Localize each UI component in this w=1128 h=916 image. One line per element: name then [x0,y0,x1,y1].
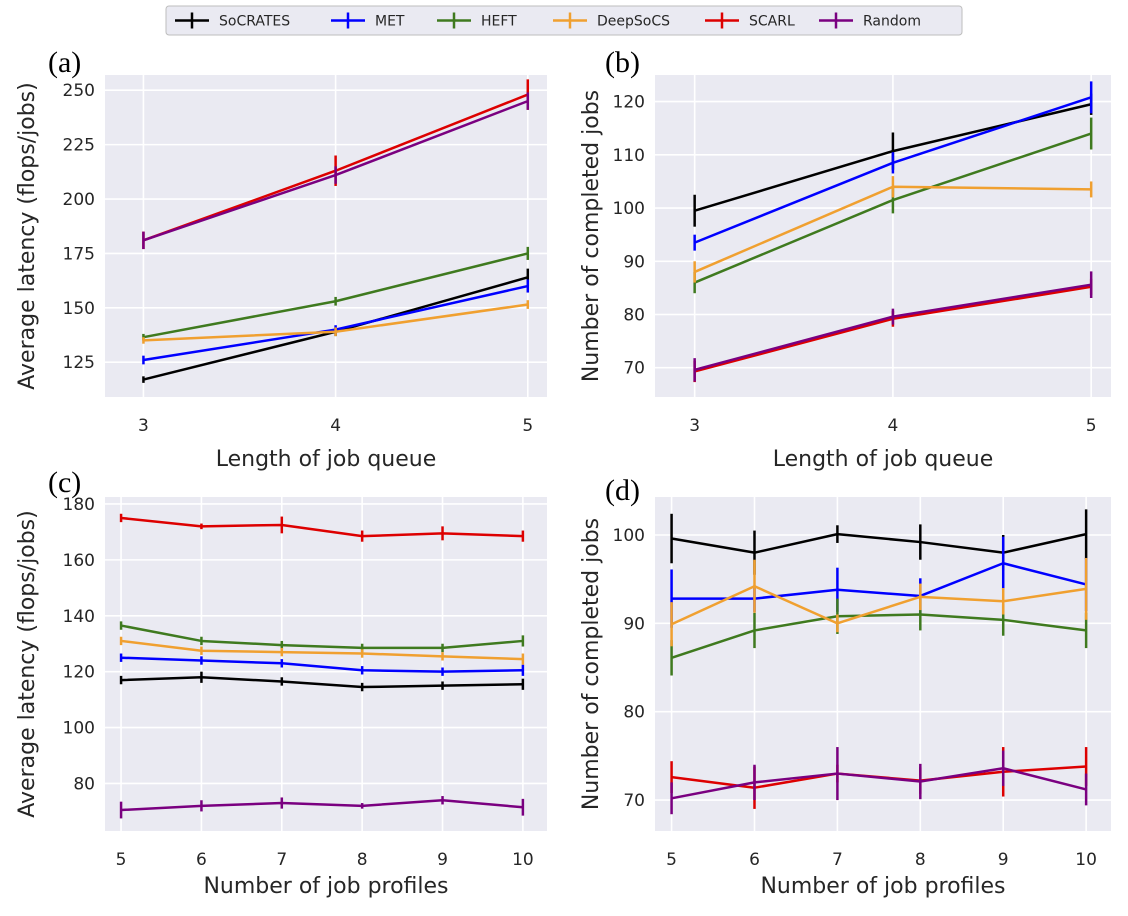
x-tick-label: 5 [1086,416,1097,436]
y-tick-label: 225 [63,136,95,156]
y-axis-label: Average latency (flops/jobs) [15,82,40,389]
y-tick-label: 175 [63,244,95,264]
panel-c: 80 100 120 140 160 180 5 6 7 8 9 10 Number of job pr… [15,466,547,899]
x-axis-label: Number of job profiles [203,874,448,899]
panel-letter: (d) [605,474,640,507]
x-tick-label: 5 [116,850,127,870]
series-random [693,271,1093,382]
series-scarl [119,513,525,542]
legend-entry: MET [331,12,405,30]
x-axis-label: Number of job profiles [760,874,1005,899]
x-tick-label: 4 [887,416,898,436]
y-tick-label: 100 [613,199,645,219]
y-tick-label: 80 [623,703,645,723]
y-axis-label: Number of completed jobs [579,90,604,382]
y-tick-label: 120 [63,663,95,683]
x-tick-label: 3 [138,416,149,436]
series-random [119,796,525,819]
x-tick-label: 5 [666,850,677,870]
series-random [670,747,1088,815]
series-deepsocs [693,176,1093,283]
x-tick-label: 9 [998,850,1009,870]
y-tick-label: 110 [613,146,645,166]
plot-area [655,75,1111,397]
series-deepsocs [142,300,530,344]
y-tick-label: 160 [63,551,95,571]
y-tick-label: 70 [623,791,645,811]
series-socrates [119,671,525,692]
plot-area [105,497,547,831]
series-line [671,767,1087,800]
series-line [121,799,523,812]
y-tick-label: 90 [623,614,645,634]
panel-a: 125 150 175 200 225 250 3 4 5 Length of job queue… [15,46,547,472]
x-tick-label: 8 [915,850,926,870]
x-tick-label: 3 [689,416,700,436]
y-tick-label: 70 [623,359,645,379]
series-line [671,562,1087,600]
series-line [120,516,523,538]
y-tick-label: 140 [63,607,95,627]
y-tick-label: 200 [63,190,95,210]
series-met [693,81,1093,251]
y-tick-label: 250 [63,81,95,101]
series-line [120,639,523,661]
y-tick-label: 125 [63,353,95,373]
series-heft [119,621,525,653]
legend-entry: SCARL [705,12,795,30]
series-deepsocs [119,636,525,665]
series-line [671,613,1087,660]
x-axis-label: Length of job queue [216,447,437,472]
legend-entry: SoCRATES [175,12,290,30]
plot-area [105,75,547,397]
x-tick-label: 8 [357,850,368,870]
x-tick-label: 10 [512,850,534,870]
x-tick-label: 9 [437,850,448,870]
x-tick-label: 6 [749,850,760,870]
series-line [121,676,523,689]
legend-label: SoCRATES [219,14,290,30]
y-axis-label: Number of completed jobs [579,518,604,810]
legend-entry: DeepSoCS [553,12,670,30]
panel-b: 70 80 90 100 110 120 3 4 5 Length of job queue Num… [579,46,1111,472]
series-random [142,92,530,250]
legend: SoCRATES MET HEFT DeepSoCS SCARL Random [165,5,963,36]
y-tick-label: 180 [63,495,95,515]
x-tick-label: 4 [330,416,341,436]
y-tick-label: 150 [63,299,95,319]
y-tick-label: 80 [73,774,95,794]
y-axis-label: Average latency (flops/jobs) [15,510,40,817]
y-tick-label: 90 [623,252,645,272]
chart-panels: 125 150 175 200 225 250 3 4 5 Length of job queue… [15,46,1111,899]
series-met [119,653,525,676]
x-tick-label: 5 [522,416,533,436]
legend-entry: HEFT [437,12,517,30]
x-tick-label: 6 [196,850,207,870]
legend-label: Random [863,14,921,30]
x-tick-label: 7 [832,850,843,870]
legend-label: SCARL [749,14,795,30]
series-deepsocs [670,557,1088,647]
series-line [671,584,1087,626]
panel-letter: (a) [48,46,81,79]
y-tick-label: 120 [613,93,645,113]
x-tick-label: 10 [1075,850,1097,870]
series-line [121,656,523,673]
panel-letter: (c) [48,466,81,499]
legend-entry: Random [819,12,921,30]
panel-letter: (b) [605,46,640,79]
x-axis-label: Length of job queue [773,447,994,472]
legend-label: MET [375,14,405,30]
y-tick-label: 100 [63,719,95,739]
legend-label: HEFT [481,14,517,30]
x-tick-label: 7 [276,850,287,870]
panel-d: 70 80 90 100 5 6 7 8 9 10 Number of job profiles Nu… [579,474,1111,899]
y-tick-label: 80 [623,306,645,326]
y-tick-label: 100 [613,526,645,546]
series-line [671,532,1087,554]
legend-label: DeepSoCS [597,14,670,30]
series-line [120,624,523,650]
